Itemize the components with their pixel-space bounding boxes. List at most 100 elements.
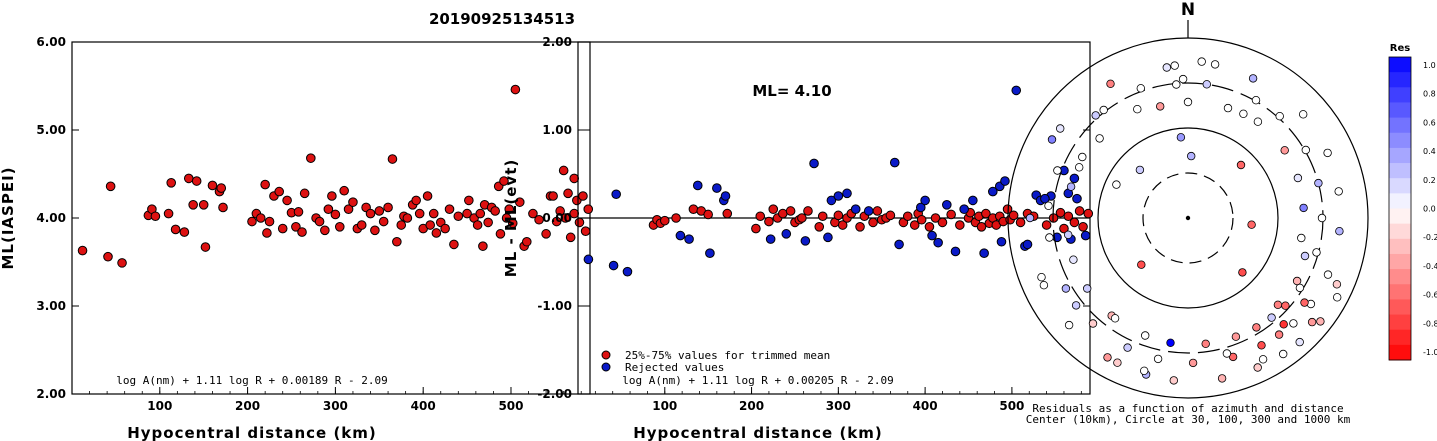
plot1-point	[565, 232, 576, 243]
polar-station	[1300, 298, 1309, 307]
polar-inner-station	[1137, 260, 1146, 269]
plot2-rejected-point	[800, 236, 811, 246]
plot2-trimmed-point	[703, 209, 713, 220]
colorbar-label: 0.6	[1423, 118, 1436, 127]
plot2-ytick-label: 2.00	[542, 35, 572, 49]
plot1-point	[499, 176, 509, 186]
colorbar-label: -1.0	[1423, 348, 1437, 357]
plot2-trimmed-point	[1078, 222, 1088, 232]
plot1-point	[314, 216, 325, 227]
plot2-ytick-label: -2.00	[537, 387, 572, 401]
colorbar-label: 1.0	[1423, 61, 1436, 70]
polar-station	[1299, 203, 1308, 213]
plot2-xtick-label: 200	[739, 399, 764, 413]
polar-residual-plot: N Residuals as a function of azimuth and…	[1007, 0, 1369, 426]
colorbar-label: -0.6	[1423, 291, 1437, 300]
plot1-xtick-label: 100	[147, 399, 172, 413]
colorbar-cell	[1389, 102, 1411, 119]
plot1-point	[574, 217, 585, 228]
polar-station	[1334, 187, 1343, 196]
polar-station	[1047, 135, 1057, 144]
plot2-rejected-point	[823, 232, 833, 243]
polar-station	[1222, 349, 1232, 358]
plot2-rejected-point	[608, 260, 619, 271]
colorbar-cell	[1389, 117, 1411, 134]
legend-rejected-marker	[601, 362, 611, 372]
plot1-point	[548, 191, 558, 201]
polar-station	[1258, 355, 1268, 364]
polar-station	[1312, 248, 1321, 257]
plot2-trimmed-point	[797, 213, 807, 223]
plot2-rejected-point	[1080, 230, 1091, 241]
plot1-point	[255, 213, 266, 223]
plot1-point	[563, 188, 573, 199]
polar-station	[1307, 317, 1317, 327]
plot1-point	[490, 206, 500, 216]
polar-station	[1113, 358, 1122, 367]
polar-station	[1301, 145, 1310, 155]
plot1-point	[555, 206, 565, 216]
plot2-rejected-point	[863, 206, 874, 216]
polar-station	[1223, 103, 1233, 113]
polar-station	[1323, 148, 1332, 158]
plot1-point	[170, 224, 181, 235]
plot2-rejected-point	[842, 188, 852, 199]
plot1-point	[274, 186, 285, 197]
plot2-trimmed-point	[803, 206, 813, 216]
plot1-point	[370, 225, 380, 236]
colorbar-label: -0.4	[1423, 262, 1437, 271]
polar-station	[1103, 353, 1112, 362]
polar-station	[1281, 301, 1290, 310]
plot1-point	[521, 236, 532, 247]
polar-station	[1317, 213, 1327, 223]
plot-ml-iaspei: 100 200 300 400 500 6.00 5.00 4.00 3.00 2.00 Hypo…	[0, 35, 594, 441]
polar-station	[1025, 213, 1035, 223]
plot1-point	[306, 153, 316, 163]
plot1-point	[472, 220, 483, 230]
plot1-point	[449, 239, 459, 250]
plot2-xtick-label: 300	[826, 399, 851, 413]
plot2-rejected-point	[720, 191, 731, 201]
polar-station	[1155, 102, 1165, 111]
polar-station	[1239, 109, 1248, 118]
plot2-trimmed-point	[924, 222, 935, 232]
plot1-point	[282, 195, 292, 206]
plot2-rejected-point	[1072, 193, 1082, 204]
plot1-point	[191, 176, 202, 186]
polar-station	[1069, 255, 1078, 264]
colorbar-cell	[1389, 147, 1411, 164]
plot1-point	[464, 195, 474, 206]
plot2-trimmed-point	[981, 208, 991, 219]
colorbar-label: 0.0	[1423, 205, 1436, 214]
polar-inner-station	[1135, 165, 1145, 175]
plot1-point	[291, 222, 301, 232]
plot2-trimmed-point	[1069, 217, 1080, 228]
plot1-point	[569, 173, 579, 184]
polar-station	[1293, 173, 1303, 183]
polar-station	[1064, 320, 1074, 330]
plot1-point	[293, 207, 304, 217]
plot2-trimmed-point	[916, 214, 927, 225]
circle-30km	[1142, 172, 1234, 264]
plot1-point	[428, 208, 439, 219]
plot2-ytick-label: 1.00	[542, 123, 572, 137]
plot1-point	[414, 208, 425, 219]
polar-station	[1140, 331, 1150, 340]
plot1-ticks: 100 200 300 400 500 6.00 5.00 4.00 3.00 2.00	[36, 35, 590, 413]
plot1-point	[483, 217, 493, 228]
circle-1000km	[1007, 37, 1369, 399]
polar-station	[1253, 117, 1263, 126]
polar-station	[1166, 338, 1175, 347]
colorbar-frame	[1388, 56, 1412, 361]
plot1-point	[330, 209, 341, 220]
plot2-rejected-point	[684, 234, 694, 244]
plot2-rejected-point	[979, 248, 989, 258]
polar-station	[1201, 339, 1210, 348]
plot1-point	[431, 228, 442, 238]
plot2-trimmed-point	[1059, 223, 1069, 234]
plot1-point	[218, 202, 228, 213]
plot2-trimmed-point	[833, 210, 844, 221]
plot1-point	[320, 225, 330, 236]
plot1-point	[551, 216, 562, 227]
plot1-point	[348, 197, 358, 207]
